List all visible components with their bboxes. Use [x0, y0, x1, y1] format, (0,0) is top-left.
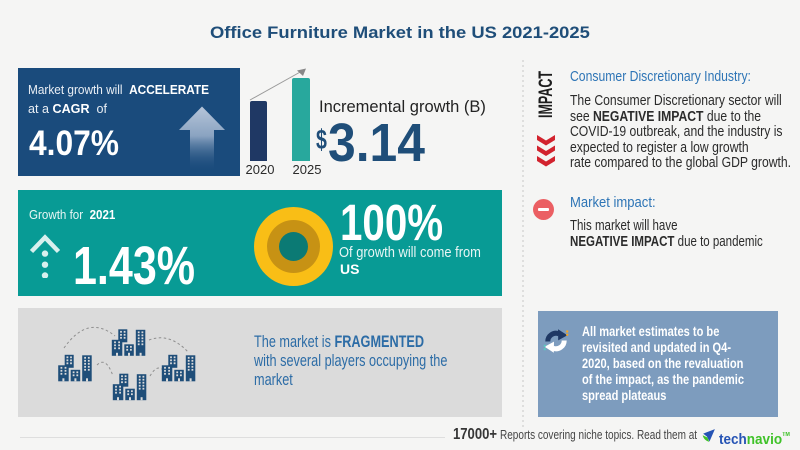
svg-text:IMPACT: IMPACT [536, 71, 556, 118]
